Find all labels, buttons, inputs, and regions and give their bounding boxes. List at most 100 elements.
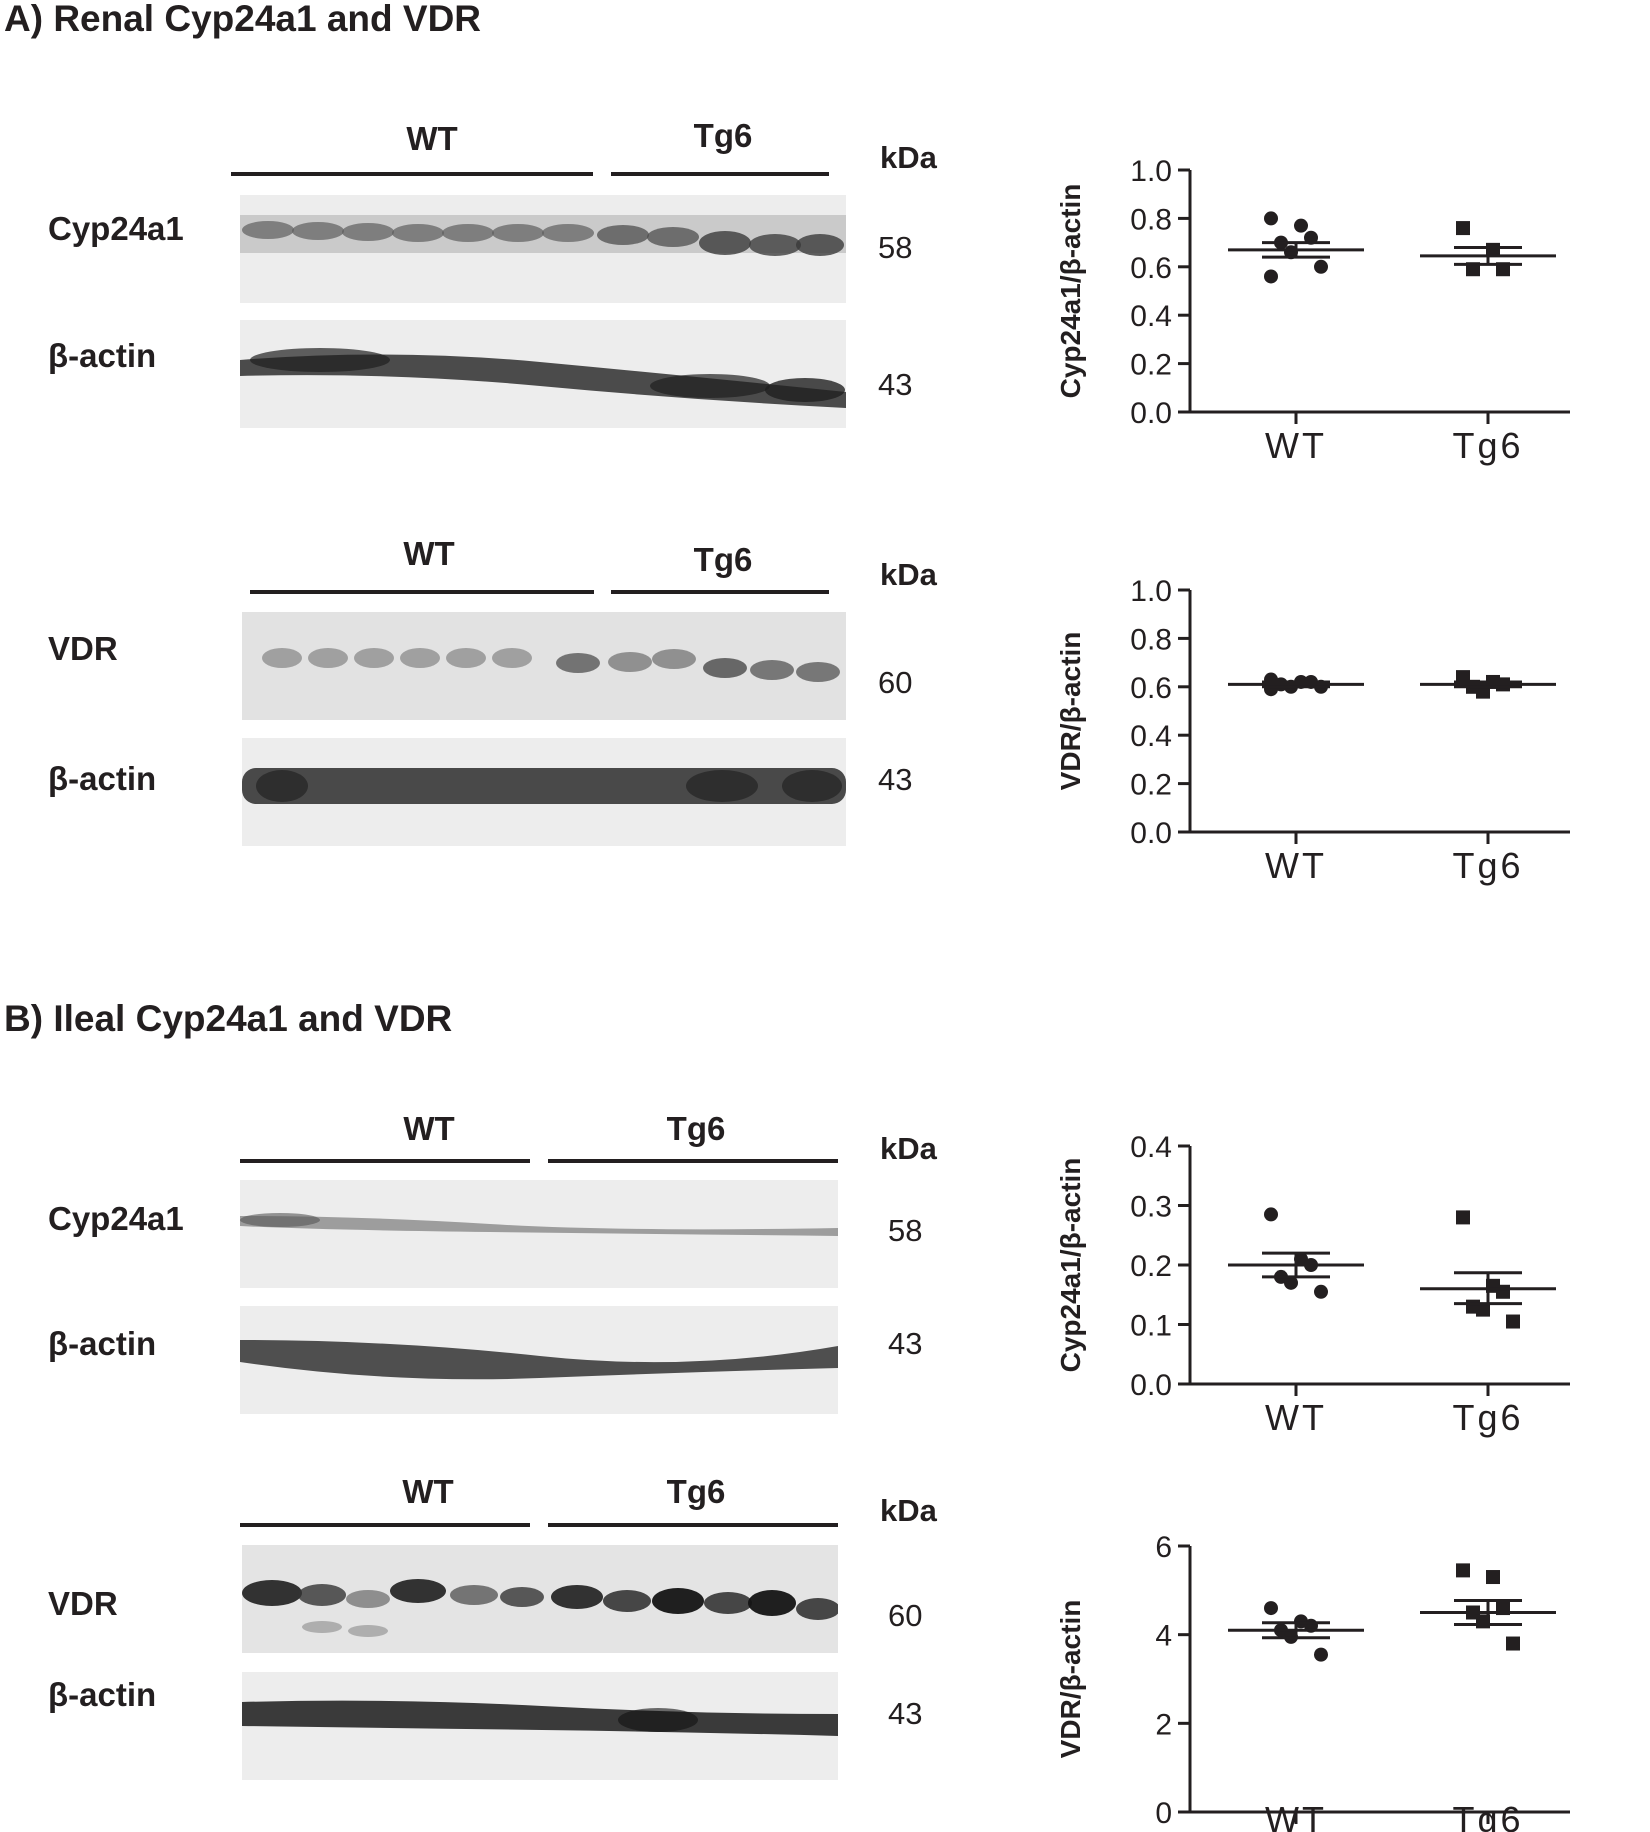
blot-bands: [242, 1700, 838, 1736]
blot-image-beta-actin: [240, 1306, 838, 1414]
group-label-tg6: Tg6: [666, 1473, 726, 1510]
y-tick-label: 1.0: [1130, 155, 1172, 188]
y-tick-label: 1.0: [1130, 575, 1172, 608]
section-b-title: B) Ileal Cyp24a1 and VDR: [4, 998, 453, 1039]
group-underline-wt: [250, 590, 594, 594]
group-label-tg6: Tg6: [693, 117, 753, 154]
data-point: [1264, 1601, 1278, 1616]
data-point: [1506, 1314, 1520, 1329]
data-point: [1486, 1570, 1500, 1585]
group-label-wt: WT: [403, 1110, 455, 1147]
x-tick-label: Tg6: [1452, 1799, 1523, 1832]
data-point: [1314, 1647, 1328, 1662]
group-label-wt: WT: [406, 120, 458, 157]
group-underline-wt: [240, 1523, 530, 1527]
group-underline-tg6: [611, 172, 829, 176]
blot-image-beta-actin: [240, 320, 846, 428]
data-point: [1314, 1284, 1328, 1299]
mw-43: 43: [888, 1326, 923, 1361]
y-tick-label: 0.4: [1130, 300, 1172, 333]
x-tick-label: Tg6: [1452, 425, 1523, 466]
blot-bands: [240, 215, 846, 256]
section-a-title: A) Renal Cyp24a1 and VDR: [4, 0, 482, 39]
y-tick-label: 0.3: [1130, 1191, 1172, 1224]
group-label-wt: WT: [402, 1473, 454, 1510]
y-tick-label: 0.2: [1130, 769, 1172, 802]
group-underline-tg6: [548, 1523, 838, 1527]
data-point: [1264, 269, 1278, 284]
y-tick-label: 0.4: [1130, 720, 1172, 753]
group-label-tg6: Tg6: [693, 541, 753, 578]
x-tick-label: Tg6: [1452, 845, 1523, 886]
chart-b-vdr: 0 2 4 6 WT Tg6 VDR/β-actin: [1055, 1531, 1570, 1832]
band-label-beta-actin: β-actin: [48, 1325, 157, 1362]
blot-image-vdr: [242, 612, 846, 720]
group-label-wt: WT: [403, 535, 455, 572]
data-point: [1264, 1207, 1278, 1222]
kda-label: kDa: [880, 140, 937, 175]
x-tick-label: Tg6: [1452, 1397, 1523, 1438]
y-tick-label: 0.4: [1130, 1131, 1172, 1164]
blot-image-beta-actin: [242, 1672, 838, 1780]
data-point: [1476, 1302, 1490, 1317]
y-tick-label: 4: [1155, 1620, 1172, 1653]
y-tick-label: 0.6: [1130, 672, 1172, 705]
y-tick-label: 0.2: [1130, 349, 1172, 382]
kda-label: kDa: [880, 1493, 937, 1528]
blot-bands: [242, 768, 846, 804]
kda-label: kDa: [880, 557, 937, 592]
group-underline-tg6: [611, 590, 829, 594]
x-tick-label: WT: [1265, 845, 1327, 886]
y-axis-label: VDR/β-actin: [1055, 632, 1086, 791]
y-axis-label: VDR/β-actin: [1055, 1600, 1086, 1759]
blot-bands: [242, 1579, 838, 1637]
mw-58: 58: [878, 230, 913, 265]
chart-a-cyp24a1: 0.0 0.2 0.4 0.6 0.8 1.0 WT Tg6 Cyp24a1/β-actin: [1055, 155, 1570, 466]
chart-b-cyp24a1: 0.0 0.1 0.2 0.3 0.4 WT Tg6 Cyp24a1/β-actin: [1055, 1131, 1570, 1438]
mw-60: 60: [878, 665, 913, 700]
y-axis-label: Cyp24a1/β-actin: [1055, 184, 1086, 399]
group-underline-wt: [240, 1159, 530, 1163]
y-tick-label: 0.0: [1130, 397, 1172, 430]
blot-image-vdr: [242, 1545, 838, 1653]
band-label-beta-actin: β-actin: [48, 337, 157, 374]
data-point: [1496, 1284, 1510, 1299]
band-label-cyp24a1: Cyp24a1: [48, 210, 184, 247]
y-tick-label: 0.0: [1130, 817, 1172, 850]
kda-label: kDa: [880, 1131, 937, 1166]
group-underline-wt: [231, 172, 593, 176]
y-tick-label: 0: [1155, 1797, 1172, 1830]
x-tick-label: WT: [1265, 425, 1327, 466]
y-tick-label: 2: [1155, 1708, 1172, 1741]
group-label-tg6: Tg6: [666, 1110, 726, 1147]
y-tick-label: 0.6: [1130, 252, 1172, 285]
x-tick-label: WT: [1265, 1799, 1327, 1832]
y-axis-label: Cyp24a1/β-actin: [1055, 1158, 1086, 1373]
data-point: [1506, 1636, 1520, 1651]
data-point: [1456, 1210, 1470, 1225]
y-tick-label: 6: [1155, 1531, 1172, 1564]
y-tick-label: 0.1: [1130, 1310, 1172, 1343]
mw-58: 58: [888, 1213, 923, 1248]
band-label-vdr: VDR: [48, 630, 118, 667]
group-underline-tg6: [548, 1159, 838, 1163]
y-tick-label: 0.8: [1130, 623, 1172, 656]
x-tick-label: WT: [1265, 1397, 1327, 1438]
mw-43: 43: [878, 762, 913, 797]
blot-image-beta-actin: [242, 738, 846, 846]
y-tick-label: 0.2: [1130, 1250, 1172, 1283]
band-label-cyp24a1: Cyp24a1: [48, 1200, 184, 1237]
y-tick-label: 0.8: [1130, 203, 1172, 236]
data-point: [1456, 1563, 1470, 1578]
data-point: [1314, 259, 1328, 274]
blot-bands: [240, 1340, 838, 1380]
blot-bands: [262, 648, 840, 682]
band-label-vdr: VDR: [48, 1585, 118, 1622]
mw-43: 43: [878, 367, 913, 402]
data-point: [1284, 1275, 1298, 1290]
mw-60: 60: [888, 1598, 923, 1633]
chart-a-vdr: 0.0 0.2 0.4 0.6 0.8 1.0 WT Tg6 VDR/β-actin: [1055, 575, 1570, 886]
blot-image-cyp24a1: [240, 195, 846, 303]
band-label-beta-actin: β-actin: [48, 760, 157, 797]
blot-image-cyp24a1: [240, 1180, 838, 1288]
